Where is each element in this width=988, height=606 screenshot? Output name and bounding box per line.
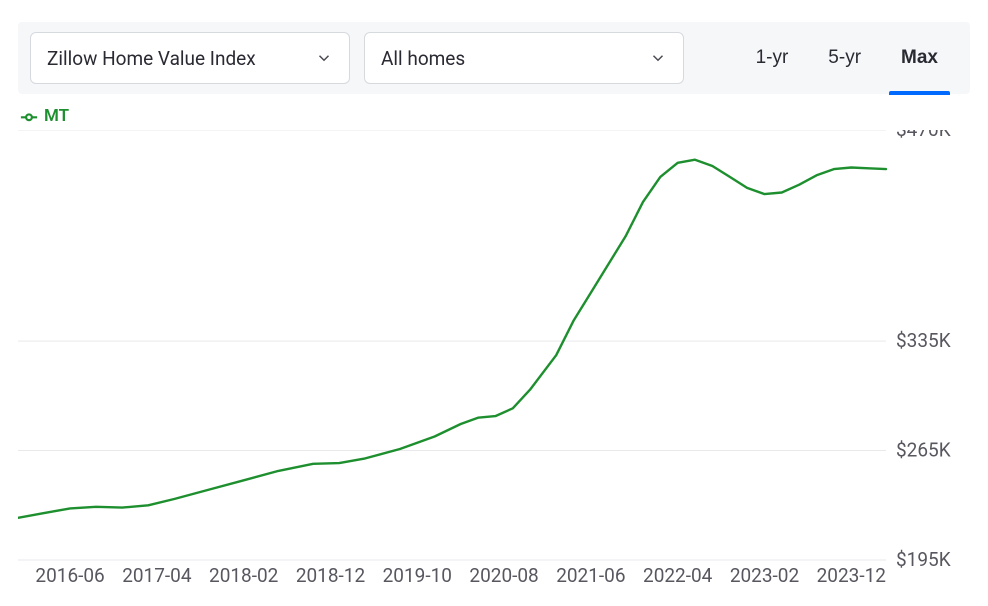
- metric-select-label: Zillow Home Value Index: [47, 47, 256, 70]
- x-axis-tick-label: 2023-02: [730, 564, 799, 587]
- x-axis-tick-label: 2019-10: [383, 564, 452, 587]
- range-tab-1yr[interactable]: 1-yr: [736, 22, 809, 94]
- x-axis-tick-label: 2017-04: [122, 564, 192, 587]
- chevron-down-icon: [315, 49, 333, 67]
- x-axis-tick-label: 2022-04: [643, 564, 713, 587]
- filter-select-label: All homes: [381, 47, 465, 70]
- range-tab-5yr[interactable]: 5-yr: [808, 22, 881, 94]
- toolbar: Zillow Home Value Index All homes 1-yr5-…: [18, 22, 970, 94]
- x-axis-tick-label: 2020-08: [469, 564, 538, 587]
- chart-svg: $470K $335K $265K $195K 2016-06 2017-04 2018-0…: [18, 130, 968, 590]
- x-axis-tick-label: 2018-12: [296, 564, 365, 587]
- chevron-down-icon: [649, 49, 667, 67]
- filter-select[interactable]: All homes: [364, 32, 684, 84]
- x-axis-tick-label: 2021-06: [556, 564, 625, 587]
- y-axis-tick-label: $470K: [896, 130, 951, 141]
- y-axis-tick-label: $335K: [896, 329, 951, 352]
- metric-select[interactable]: Zillow Home Value Index: [30, 32, 350, 84]
- range-tab-max[interactable]: Max: [881, 22, 958, 94]
- chart-container: Zillow Home Value Index All homes 1-yr5-…: [0, 0, 988, 606]
- x-axis-tick-label: 2018-02: [209, 564, 278, 587]
- y-axis-tick-label: $265K: [896, 439, 951, 462]
- series-line-MT: [18, 160, 886, 518]
- y-axis-tick-label: $195K: [896, 548, 951, 571]
- x-axis-tick-label: 2023-12: [817, 564, 886, 587]
- x-axis-tick-label: 2016-06: [35, 564, 104, 587]
- legend-label: MT: [44, 106, 69, 126]
- legend-marker-icon: [20, 109, 38, 123]
- range-tabs: 1-yr5-yrMax: [736, 22, 958, 94]
- legend: MT: [20, 106, 69, 126]
- chart-area: $470K $335K $265K $195K 2016-06 2017-04 2018-0…: [18, 130, 968, 590]
